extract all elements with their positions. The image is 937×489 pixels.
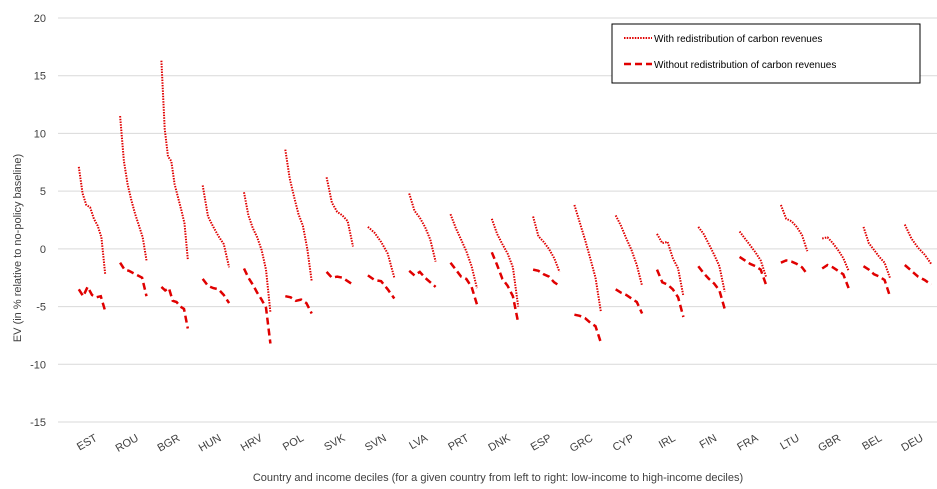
x-tick-label: FIN xyxy=(698,432,719,451)
y-tick-label: 10 xyxy=(34,128,46,140)
series-without-line-fra xyxy=(738,255,768,286)
series-without-line-lva xyxy=(408,269,437,288)
series-without-line-hun xyxy=(201,278,231,304)
series-without-line-grc xyxy=(574,313,602,343)
x-tick-label: GBR xyxy=(816,432,843,454)
series-without-line-cyp xyxy=(615,288,644,315)
series-with-line-svn xyxy=(367,226,396,278)
y-tick-labels: 20 15 10 5 0 -5 -10 -15 xyxy=(30,13,46,429)
series-without-line-esp xyxy=(532,268,561,287)
series-with-line-pol xyxy=(284,149,313,282)
series-with-line-deu xyxy=(903,224,933,265)
x-tick-label: FRA xyxy=(735,432,761,454)
series-with-line-dnk xyxy=(490,218,520,307)
series-with-line-ltu xyxy=(779,204,809,252)
x-tick-labels: EST ROU BGR HUN HRV POL SVK SVN LVA PRT DNK ESP GRC C… xyxy=(75,432,926,455)
x-tick-label: HRV xyxy=(239,432,266,454)
legend-box xyxy=(611,23,921,84)
series-lines xyxy=(77,60,933,344)
x-tick-label: BEL xyxy=(860,432,884,453)
x-tick-label: ROU xyxy=(114,432,141,455)
x-tick-label: EST xyxy=(75,432,100,453)
legend-label-with: With redistribution of carbon revenues xyxy=(654,34,822,45)
x-tick-label: SVN xyxy=(363,432,389,454)
series-without-line-ltu xyxy=(780,259,809,276)
x-tick-label: SVK xyxy=(322,432,348,454)
y-tick-label: 0 xyxy=(40,244,46,256)
series-with-line-bgr xyxy=(160,60,189,260)
series-with-line-cyp xyxy=(614,214,644,287)
y-tick-label: 5 xyxy=(40,186,46,198)
x-tick-label: LTU xyxy=(778,432,801,452)
series-without-line-deu xyxy=(903,264,932,286)
series-without-line-hrv xyxy=(242,267,272,344)
series-without-line-bel xyxy=(862,265,892,297)
x-tick-label: GRC xyxy=(568,432,595,455)
series-with-line-esp xyxy=(532,216,561,273)
y-tick-label: -10 xyxy=(30,359,46,371)
y-tick-label: -5 xyxy=(36,302,46,314)
series-with-line-irl xyxy=(656,233,685,297)
series-without-line-gbr xyxy=(821,263,850,289)
x-tick-label: IRL xyxy=(657,432,678,451)
y-tick-label: 15 xyxy=(34,71,46,83)
x-tick-label: DEU xyxy=(899,432,925,454)
x-tick-label: BGR xyxy=(155,432,182,454)
x-tick-label: CYP xyxy=(611,432,637,454)
series-without-line-svn xyxy=(367,274,396,300)
series-with-line-hun xyxy=(201,185,231,268)
series-with-line-grc xyxy=(573,204,602,312)
series-without-line-dnk xyxy=(490,251,520,323)
series-without-line-irl xyxy=(655,269,685,318)
series-with-line-est xyxy=(77,166,107,275)
series-with-line-rou xyxy=(119,116,148,261)
series-with-line-hrv xyxy=(243,192,272,313)
series-with-line-prt xyxy=(449,213,478,289)
x-tick-label: HUN xyxy=(197,432,224,454)
series-without-line-rou xyxy=(119,262,148,297)
x-tick-label: LVA xyxy=(407,432,430,452)
series-without-line-svk xyxy=(325,271,354,286)
series-with-line-fin xyxy=(697,226,726,292)
series-without-line-est xyxy=(77,284,107,312)
x-tick-label: POL xyxy=(281,432,306,453)
legend: With redistribution of carbon revenues W… xyxy=(611,23,921,84)
x-tick-label: ESP xyxy=(529,432,554,453)
legend-label-without: Without redistribution of carbon revenue… xyxy=(654,60,836,71)
x-tick-label: DNK xyxy=(486,432,513,454)
x-axis-title: Country and income deciles (for a given … xyxy=(253,472,743,484)
x-tick-label: PRT xyxy=(446,432,471,453)
series-without-line-prt xyxy=(449,261,479,305)
series-with-line-lva xyxy=(408,193,437,262)
series-without-line-pol xyxy=(285,294,313,315)
y-tick-label: 20 xyxy=(34,13,46,25)
series-without-line-bgr xyxy=(160,285,190,329)
series-without-line-fin xyxy=(697,265,726,310)
y-tick-label: -15 xyxy=(30,417,46,429)
series-with-line-bel xyxy=(862,226,891,279)
series-with-line-gbr xyxy=(821,236,850,272)
series-with-line-fra xyxy=(738,230,767,277)
y-axis-title: EV (in % relative to no-policy baseline) xyxy=(12,154,24,342)
series-with-line-svk xyxy=(325,177,354,247)
